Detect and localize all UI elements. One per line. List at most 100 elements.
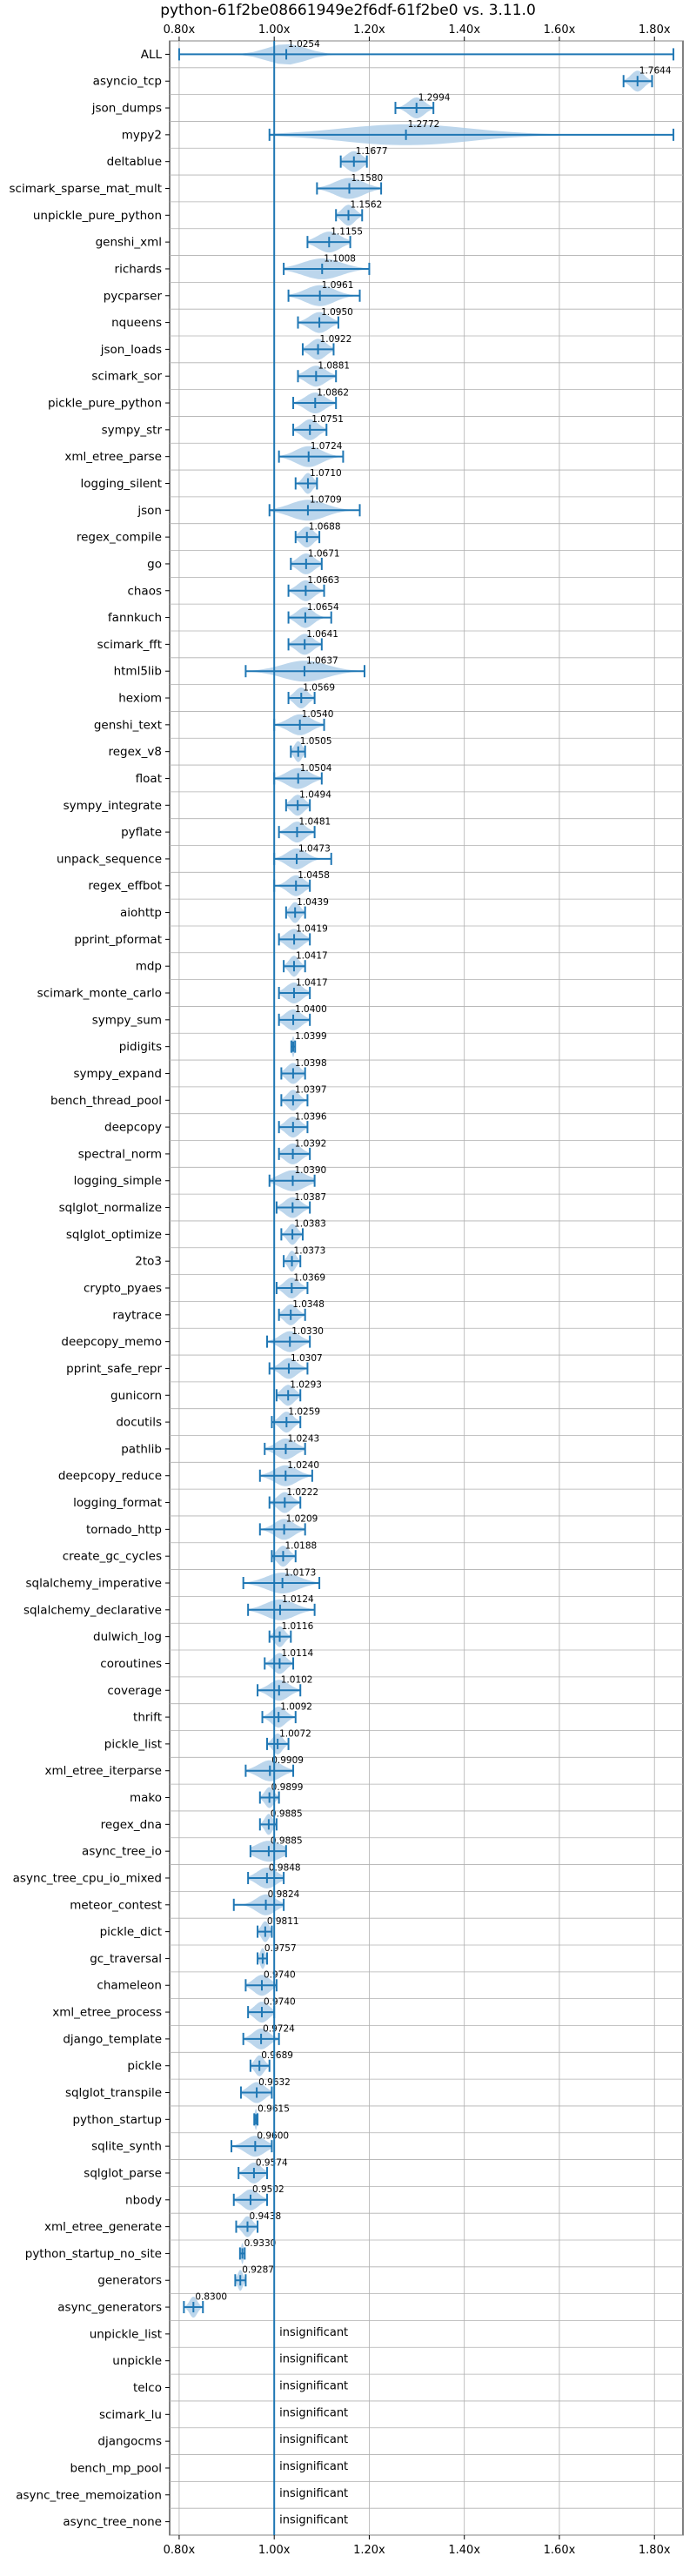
benchmark-label: sympy_str (102, 423, 163, 437)
benchmark-label: meteor_contest (70, 1898, 162, 1912)
benchmark-label: unpack_sequence (57, 852, 162, 866)
insignificant-label: insignificant (279, 2406, 348, 2419)
benchmark-label: coverage (107, 1684, 162, 1698)
benchmark-label: hexiom (118, 692, 162, 706)
benchmark-label: pyflate (121, 826, 162, 840)
value-label: 1.0400 (295, 1004, 327, 1015)
benchmark-label: mypy2 (122, 128, 162, 142)
benchmark-label: telco (133, 2381, 162, 2395)
benchmark-label: xml_etree_parse (64, 450, 162, 464)
benchmark-label: 2to3 (135, 1255, 162, 1269)
value-label: 1.0473 (298, 843, 331, 854)
x-tick-label-top: 0.80x (164, 23, 196, 37)
benchmark-label: regex_dna (101, 1818, 162, 1832)
benchmark-label: deepcopy_memo (61, 1335, 162, 1349)
value-label: 1.0569 (303, 682, 335, 693)
value-label: 0.9824 (268, 1889, 300, 1900)
value-label: 1.1008 (324, 253, 356, 264)
benchmark-label: async_tree_memoization (16, 2488, 162, 2502)
benchmark-label: deepcopy (104, 1121, 162, 1135)
value-label: 1.0950 (321, 307, 353, 318)
value-label: 1.0396 (295, 1111, 327, 1122)
benchmark-label: mako (130, 1791, 162, 1805)
value-label: 1.2772 (408, 119, 440, 130)
insignificant-label: insignificant (279, 2487, 348, 2500)
value-label: 1.0419 (296, 924, 328, 935)
benchmark-label: sqlglot_normalize (59, 1201, 162, 1215)
x-tick-label-top: 1.20x (353, 23, 385, 37)
benchmark-label: pickle_list (104, 1737, 162, 1751)
benchmark-label: sqlglot_parse (84, 2166, 162, 2180)
value-label: 1.0439 (297, 897, 329, 908)
benchmark-label: create_gc_cycles (63, 1550, 162, 1564)
benchmark-label: logging_silent (81, 477, 162, 491)
value-label: 1.0458 (298, 870, 330, 881)
value-label: 1.1562 (351, 200, 383, 211)
benchmark-label: unpickle_list (90, 2327, 162, 2341)
value-label: 0.9287 (242, 2265, 274, 2276)
value-label: 1.0373 (294, 1246, 326, 1257)
benchmark-label: pprint_safe_repr (66, 1362, 162, 1376)
value-label: 1.0092 (280, 1701, 312, 1712)
value-label: 0.9909 (271, 1755, 304, 1766)
value-label: 0.9740 (264, 1970, 296, 1981)
value-label: 1.0114 (281, 1648, 313, 1659)
value-label: 0.9899 (271, 1782, 304, 1793)
value-label: 0.8300 (195, 2291, 227, 2302)
benchmark-label: sqlalchemy_imperative (26, 1576, 163, 1590)
value-label: 1.0724 (311, 441, 343, 452)
value-label: 1.0540 (302, 709, 334, 720)
benchmark-label: pathlib (121, 1442, 162, 1456)
benchmark-label: scimark_sor (91, 370, 162, 384)
chart-title: python-61f2be08661949e2f6df-61f2be0 vs. … (160, 2, 536, 19)
benchmark-label: fannkuch (108, 611, 162, 625)
benchmark-label: sympy_expand (73, 1067, 162, 1081)
benchmark-label: sympy_integrate (64, 799, 162, 813)
benchmark-label: bench_mp_pool (70, 2461, 162, 2475)
value-label: 1.1155 (331, 227, 363, 238)
x-tick-label-bottom: 1.00x (258, 2544, 291, 2557)
benchmark-label: aiohttp (120, 906, 162, 920)
value-label: 0.9724 (263, 2023, 295, 2034)
value-label: 1.0399 (295, 1031, 327, 1042)
benchmark-label: logging_simple (74, 1174, 162, 1188)
benchmark-label: pickle_pure_python (48, 397, 162, 411)
value-label: 1.0688 (309, 521, 341, 532)
benchmark-label: gc_traversal (90, 1952, 162, 1966)
value-label: 1.0505 (300, 736, 332, 747)
value-label: 1.0369 (293, 1272, 325, 1283)
value-label: 1.0387 (294, 1192, 326, 1203)
value-label: 1.0961 (322, 280, 354, 291)
benchmark-label: deepcopy_reduce (58, 1469, 162, 1483)
value-label: 1.0417 (296, 951, 328, 962)
value-label: 1.0671 (308, 548, 340, 559)
value-label: 1.0173 (284, 1567, 317, 1578)
value-label: 0.9502 (252, 2184, 284, 2195)
benchmark-label: genshi_text (94, 718, 162, 732)
value-label: 1.0293 (290, 1380, 322, 1391)
benchmark-label: async_tree_none (63, 2515, 162, 2529)
benchmark-label: generators (97, 2274, 162, 2288)
plot-frame (169, 40, 684, 2536)
insignificant-label: insignificant (279, 2353, 348, 2366)
benchmark-label: pidigits (119, 1040, 162, 1054)
value-label: 0.9740 (264, 1996, 296, 2007)
x-tick-label-bottom: 0.80x (164, 2544, 196, 2557)
insignificant-label: insignificant (279, 2433, 348, 2446)
insignificant-label: insignificant (279, 2514, 348, 2527)
value-label: 1.1580 (351, 173, 384, 184)
value-label: 1.0209 (286, 1514, 318, 1525)
value-label: 1.0307 (291, 1353, 323, 1364)
value-label: 1.2994 (418, 92, 451, 103)
value-label: 1.0383 (294, 1219, 326, 1230)
value-label: 0.9848 (269, 1862, 301, 1873)
value-label: 1.0240 (287, 1460, 319, 1471)
benchmark-label: regex_effbot (88, 879, 162, 893)
benchmark-label: async_generators (57, 2301, 162, 2315)
benchmark-label: spectral_norm (78, 1147, 162, 1161)
benchmark-label: json_loads (100, 343, 162, 357)
benchmark-label: deltablue (107, 155, 162, 169)
benchmark-label: chaos (127, 584, 162, 598)
benchmark-label: coroutines (100, 1657, 162, 1671)
